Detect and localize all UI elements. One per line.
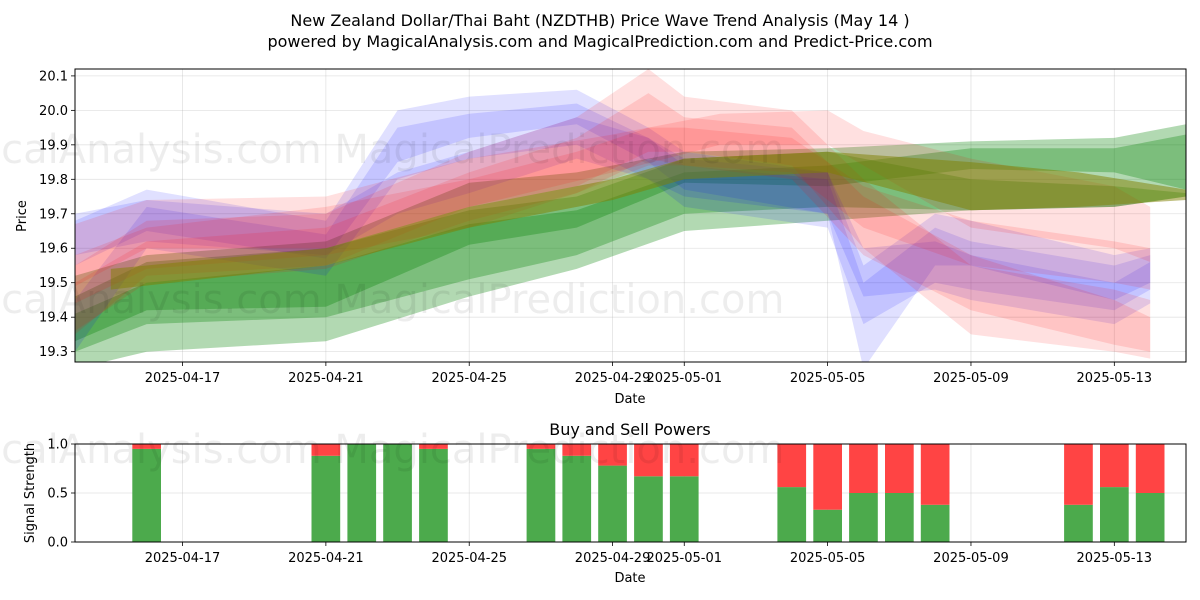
price-x-tick-label: 2025-04-25	[431, 371, 507, 386]
signal-x-tick-label: 2025-05-01	[646, 551, 722, 566]
sell-power-bar	[885, 444, 914, 493]
sell-power-bar	[311, 444, 341, 456]
sell-power-bar	[562, 444, 592, 456]
signal-y-label: Signal Strength	[23, 443, 38, 543]
sell-power-bar	[419, 444, 448, 449]
signal-y-tick-label: 1.0	[47, 438, 68, 453]
buy-power-bar	[347, 444, 377, 542]
price-x-tick-label: 2025-05-09	[933, 371, 1009, 386]
signal-x-tick-label: 2025-05-13	[1077, 551, 1153, 566]
sell-power-bar	[777, 444, 807, 488]
price-y-tick-label: 19.6	[39, 242, 68, 257]
signal-y-tick-label: 0.0	[47, 536, 68, 551]
buy-power-bar	[526, 448, 556, 542]
buy-power-bar	[920, 504, 950, 542]
signal-x-tick-label: 2025-04-29	[575, 551, 651, 566]
buy-power-bar	[562, 455, 592, 542]
wave-band-3	[75, 151, 1186, 352]
price-x-tick-label: 2025-05-01	[646, 371, 722, 386]
wave-band-7	[75, 110, 1151, 287]
price-y-tick-label: 19.8	[39, 173, 68, 188]
signal-x-tick-label: 2025-04-21	[288, 551, 364, 566]
buy-power-bar	[885, 493, 914, 542]
signal-x-tick-label: 2025-04-25	[431, 551, 507, 566]
price-x-tick-label: 2025-04-21	[288, 371, 364, 386]
buy-sell-panel: Buy and Sell Powers MagicalAnalysis.com …	[0, 420, 1187, 586]
buy-sell-title: Buy and Sell Powers	[549, 420, 711, 439]
sell-power-bar	[1135, 444, 1165, 493]
buy-power-bar	[311, 455, 341, 542]
wave-band-9	[75, 93, 1151, 352]
buy-power-bar	[1135, 493, 1165, 542]
signal-x-tick-label: 2025-05-05	[790, 551, 866, 566]
buy-power-bar	[813, 509, 842, 542]
buy-power-bar	[383, 444, 412, 542]
signal-x-label: Date	[614, 571, 645, 586]
sell-power-bar	[598, 444, 627, 466]
buy-power-bar	[1064, 504, 1093, 542]
chart-title: New Zealand Dollar/Thai Baht (NZDTHB) Pr…	[290, 11, 909, 30]
price-wave-panel: MagicalAnalysis.com MagicalPrediction.co…	[0, 68, 1187, 407]
sell-power-bar	[920, 444, 950, 505]
signal-y-tick-label: 0.5	[47, 487, 68, 502]
buy-power-bar	[777, 487, 807, 542]
buy-power-bar	[598, 465, 627, 542]
sell-power-bar	[526, 444, 556, 449]
price-x-tick-label: 2025-05-05	[790, 371, 866, 386]
wave-band-6	[75, 117, 1151, 325]
sell-power-bar	[1100, 444, 1129, 488]
chart-subtitle: powered by MagicalAnalysis.com and Magic…	[267, 32, 932, 51]
price-x-tick-label: 2025-04-17	[145, 371, 221, 386]
wave-band-10	[75, 127, 1151, 304]
price-x-tick-label: 2025-04-29	[575, 371, 651, 386]
price-y-axis: 19.3 19.4 19.5 19.6 19.7 19.8 19.9 20.0 20.1	[39, 69, 75, 360]
wave-band-4	[75, 89, 1151, 362]
sell-power-bar	[813, 444, 842, 510]
price-x-axis: 2025-04-17 2025-04-21 2025-04-25 2025-04-29…	[145, 362, 1152, 386]
price-plot-frame	[74, 68, 1187, 363]
price-y-tick-label: 19.5	[39, 276, 68, 291]
buy-power-bar	[419, 448, 448, 542]
buy-power-bar	[132, 448, 161, 542]
wave-band-11	[110, 151, 1186, 290]
price-y-tick-label: 19.3	[39, 345, 68, 360]
signal-y-axis: 0.0 0.5 1.0	[47, 438, 75, 551]
sell-power-bar	[132, 444, 161, 449]
price-wave-bands	[75, 69, 1186, 362]
signal-bars	[132, 444, 1165, 542]
price-y-label: Price	[15, 200, 30, 232]
price-y-tick-label: 19.4	[39, 311, 68, 326]
buy-power-bar	[849, 493, 878, 542]
price-x-tick-label: 2025-05-13	[1077, 371, 1153, 386]
watermark-text: MagicalAnalysis.com MagicalPrediction.co…	[0, 277, 784, 323]
signal-x-tick-label: 2025-05-09	[933, 551, 1009, 566]
watermark-text: MagicalAnalysis.com MagicalPrediction.co…	[0, 427, 784, 473]
watermark-text: MagicalAnalysis.com MagicalPrediction.co…	[0, 127, 784, 173]
buy-power-bar	[634, 476, 663, 542]
price-y-tick-label: 20.0	[39, 104, 68, 119]
price-y-tick-label: 20.1	[39, 69, 68, 84]
price-y-tick-label: 19.9	[39, 138, 68, 153]
wave-band-1	[75, 124, 1186, 342]
sell-power-bar	[669, 444, 699, 477]
price-x-label: Date	[614, 392, 645, 407]
buy-power-bar	[669, 476, 699, 542]
buy-power-bar	[1100, 487, 1129, 542]
wave-band-8	[75, 69, 1151, 359]
sell-power-bar	[1064, 444, 1093, 505]
price-y-tick-label: 19.7	[39, 207, 68, 222]
signal-x-axis: 2025-04-17 2025-04-21 2025-04-25 2025-04-29…	[145, 542, 1152, 566]
wave-band-5	[75, 103, 1151, 352]
sell-power-bar	[849, 444, 878, 493]
signal-x-tick-label: 2025-04-17	[145, 551, 221, 566]
sell-power-bar	[634, 444, 663, 477]
